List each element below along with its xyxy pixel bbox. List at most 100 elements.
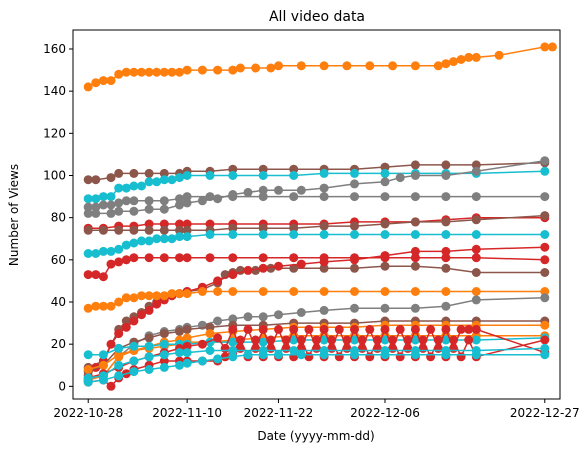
data-point (410, 261, 420, 271)
data-point (205, 171, 215, 180)
data-point (144, 365, 154, 374)
data-point (296, 185, 306, 195)
data-point (350, 287, 359, 296)
data-point (319, 230, 329, 239)
data-point (456, 55, 466, 64)
data-point (243, 324, 253, 334)
data-point (471, 166, 481, 176)
data-point (213, 354, 223, 364)
data-point (98, 76, 108, 86)
data-point (410, 217, 420, 227)
y-tick-label: 40 (51, 295, 66, 309)
data-point (418, 343, 428, 353)
data-point (159, 196, 169, 206)
data-point (441, 171, 451, 180)
data-point (471, 287, 481, 296)
data-point (319, 324, 329, 334)
data-point (228, 324, 238, 334)
data-point (380, 335, 390, 345)
data-point (395, 173, 405, 183)
data-point (441, 335, 451, 345)
data-point (258, 324, 268, 334)
series-20 (83, 343, 550, 383)
data-point (319, 61, 329, 71)
data-point (289, 335, 299, 345)
data-point (266, 263, 276, 273)
data-point (144, 225, 154, 235)
y-axis-label: Number of Views (7, 164, 21, 266)
data-point (175, 67, 184, 77)
data-point (121, 316, 131, 326)
data-point (144, 236, 154, 246)
data-point (540, 156, 550, 166)
data-point (98, 225, 108, 235)
data-point (410, 246, 420, 256)
data-point (98, 272, 108, 282)
data-point (243, 312, 253, 322)
data-point (380, 192, 390, 202)
data-point (175, 360, 184, 370)
data-point (441, 346, 451, 355)
data-point (152, 234, 162, 244)
data-point (167, 175, 177, 185)
data-point (175, 232, 184, 242)
data-point (441, 246, 451, 256)
data-point (228, 352, 238, 362)
axes-frame (72, 29, 561, 400)
data-point (251, 265, 261, 275)
data-point (228, 230, 238, 239)
data-point (197, 65, 207, 75)
data-point (235, 343, 245, 353)
series-11 (83, 287, 550, 313)
data-point (540, 320, 550, 330)
data-point (327, 343, 337, 353)
data-point (380, 230, 390, 239)
data-point (274, 61, 283, 71)
data-point (319, 257, 329, 267)
data-point (91, 202, 101, 212)
data-point (365, 324, 375, 334)
data-point (205, 329, 215, 339)
data-point (159, 204, 169, 214)
data-point (243, 187, 253, 197)
data-point (98, 301, 108, 311)
data-point (167, 234, 177, 244)
data-point (540, 350, 550, 360)
data-point (274, 185, 283, 195)
data-point (540, 287, 550, 296)
data-point (144, 341, 154, 351)
data-point (228, 65, 238, 75)
data-point (494, 50, 504, 60)
data-point (106, 192, 116, 202)
data-point (403, 343, 413, 353)
data-point (228, 253, 238, 263)
data-point (83, 365, 93, 374)
data-point (410, 160, 420, 170)
data-point (426, 352, 436, 362)
data-point (289, 263, 299, 273)
data-point (121, 67, 131, 77)
data-point (449, 343, 458, 353)
data-point (137, 310, 146, 320)
data-point (228, 223, 238, 233)
data-point (410, 171, 420, 180)
data-point (91, 78, 101, 88)
data-point (106, 246, 116, 256)
data-point (129, 67, 139, 77)
data-point (152, 67, 162, 77)
data-point (441, 253, 451, 263)
data-point (380, 219, 390, 229)
data-point (258, 171, 268, 180)
y-tick-label: 120 (43, 126, 66, 140)
data-point (114, 371, 124, 381)
data-point (83, 194, 93, 204)
data-point (433, 343, 443, 353)
data-point (304, 352, 314, 362)
data-point (319, 305, 329, 315)
y-tick-label: 80 (51, 211, 66, 225)
data-point (106, 339, 116, 349)
ticks-group: 0 20 40 60 80 100 120 140 160 2022-10-28 2022-11-1… (43, 42, 580, 420)
data-point (281, 343, 291, 353)
data-point (220, 352, 230, 362)
